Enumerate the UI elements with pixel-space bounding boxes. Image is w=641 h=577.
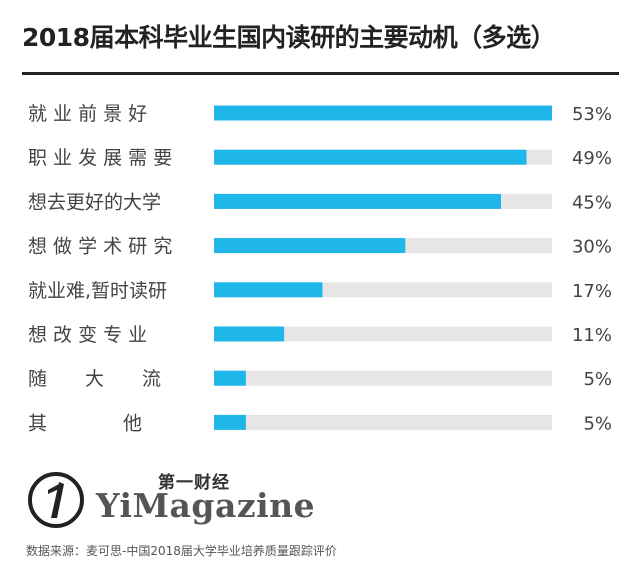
category-label: 其 他 bbox=[28, 412, 142, 434]
data-source-note: 数据来源：麦可思-中国2018届大学毕业培养质量跟踪评价 bbox=[26, 544, 337, 558]
category-label: 想 做 学 术 研 究 bbox=[28, 236, 172, 258]
bar bbox=[214, 370, 246, 386]
bar bbox=[214, 105, 552, 121]
bar bbox=[214, 414, 246, 430]
brand-name-cn: 第一财经 bbox=[158, 473, 230, 493]
yicai-logo-icon bbox=[28, 472, 84, 528]
chart-title: 2018届本科毕业生国内读研的主要动机（多选） bbox=[22, 23, 556, 52]
bar bbox=[214, 193, 501, 209]
category-label: 随 大 流 bbox=[28, 368, 161, 390]
bar bbox=[214, 282, 323, 298]
category-label: 想 改 变 专 业 bbox=[28, 324, 147, 346]
title-divider bbox=[22, 72, 619, 75]
brand-name-en: YiMagazine bbox=[96, 486, 316, 525]
value-label: 49% bbox=[572, 148, 612, 169]
bar-chart: 就 业 前 景 好 53% 职 业 发 展 需 要 49% 想去更好的大学 45% 想 做 … bbox=[28, 103, 612, 434]
bar bbox=[214, 149, 527, 165]
value-label: 30% bbox=[572, 237, 612, 258]
value-label: 17% bbox=[572, 281, 612, 302]
bar-track bbox=[214, 326, 552, 342]
category-label: 职 业 发 展 需 要 bbox=[28, 147, 172, 169]
value-label: 53% bbox=[572, 104, 612, 125]
value-label: 5% bbox=[583, 369, 612, 390]
bar-track bbox=[214, 414, 552, 430]
category-label: 想去更好的大学 bbox=[28, 191, 161, 213]
category-label: 就业难,暂时读研 bbox=[28, 280, 167, 302]
bar-track bbox=[214, 370, 552, 386]
bar bbox=[214, 238, 406, 254]
value-label: 5% bbox=[583, 413, 612, 434]
value-label: 45% bbox=[572, 192, 612, 213]
value-label: 11% bbox=[572, 325, 612, 346]
bar bbox=[214, 326, 285, 342]
category-label: 就 业 前 景 好 bbox=[28, 103, 147, 125]
